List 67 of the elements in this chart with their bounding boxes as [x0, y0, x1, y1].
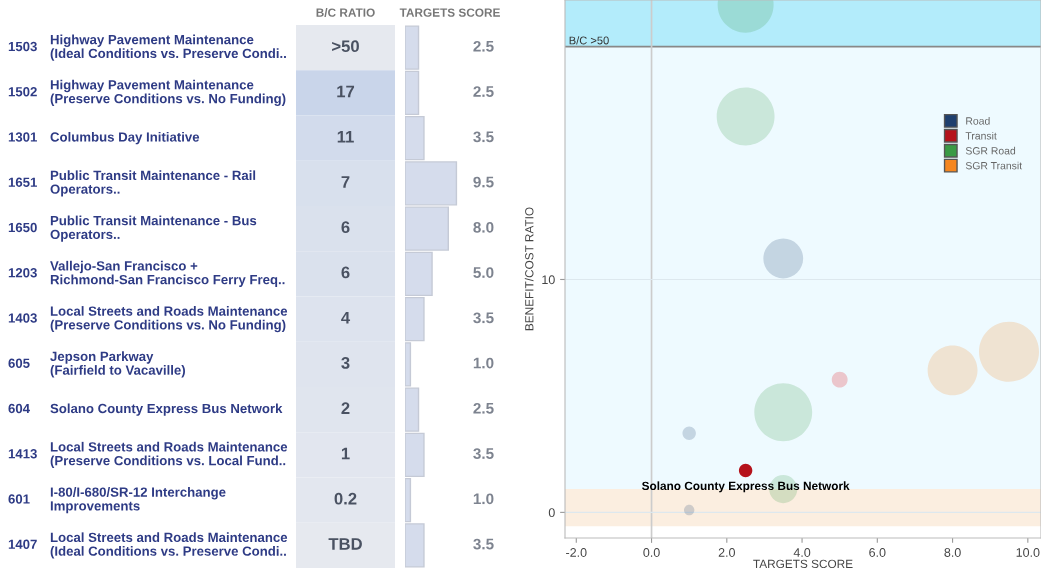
chart-title: B/C RATIO [316, 8, 375, 17]
legend-label: Transit [965, 131, 997, 140]
data-label: 3.5 [473, 538, 494, 550]
data-label: 7 [341, 176, 350, 188]
x-tick-label: 0.0 [643, 548, 660, 557]
x-tick-label: 6.0 [869, 548, 886, 557]
x-tick-label: 8.0 [944, 548, 961, 557]
text: >50 [332, 40, 359, 53]
data-label: 3.5 [473, 448, 494, 459]
y-tick-label: Jepson Parkway (Fairfield to Vacaville) [50, 351, 185, 378]
y-tick-label: Local Streets and Roads Maintenance (Preserve Conditions vs. Local Fund.. [50, 441, 288, 468]
y-axis-title: BENEFIT/COST RATIO [524, 207, 534, 331]
y-tick-label: Local Streets and Roads Maintenance (Preserve Conditions vs. No Funding) [50, 306, 288, 333]
data-label: 0.2 [334, 492, 357, 505]
data-label: 2.5 [473, 86, 494, 97]
data-label: 8.0 [473, 221, 494, 233]
data-label: 17 [337, 85, 355, 98]
y2-tick-label: 1503 [8, 41, 37, 52]
y2-tick-label: 1650 [8, 222, 37, 233]
x-tick-label: 10.0 [1016, 548, 1040, 557]
y-tick-label: Local Streets and Roads Maintenance (Ideal Conditions vs. Preserve Condi.. [50, 532, 288, 559]
data-label: 2.5 [473, 40, 494, 52]
x-axis-title: TARGETS SCORE [753, 559, 853, 569]
y-tick-label: Solano County Express Bus Network [50, 403, 283, 416]
ref-line-label: B/C >50 [569, 36, 609, 45]
y2-tick-label: 605 [8, 358, 30, 368]
y2-tick-label: 1651 [8, 177, 37, 187]
data-label: 5.0 [473, 267, 494, 278]
y2-tick-label: 1502 [8, 87, 37, 97]
y2-tick-label: 1203 [8, 268, 37, 278]
chart-title: TARGETS SCORE [399, 8, 500, 17]
y-tick-label: Vallejo-San Francisco + Richmond-San Francisco Ferry Freq.. [50, 260, 285, 287]
data-label: 6 [341, 221, 350, 234]
y-tick-label: Highway Pavement Maintenance (Ideal Conditions vs. Preserve Condi.. [50, 34, 286, 61]
data-label: 6 [341, 266, 350, 279]
y2-tick-label: 1413 [8, 449, 37, 459]
data-label: 11 [337, 130, 354, 143]
y-tick-label: Public Transit Maintenance - Rail Operators.. [50, 170, 256, 197]
data-label: 1 [341, 447, 350, 460]
text: TBD [328, 538, 362, 550]
x-tick-label: 2.0 [718, 548, 735, 557]
y2-tick-label: 604 [8, 403, 30, 414]
y-tick-label: 10 [542, 275, 555, 285]
data-label: 3.5 [473, 131, 494, 143]
annotation: Solano County Express Bus Network [641, 481, 850, 493]
data-label: 1.0 [473, 493, 494, 505]
data-label: 3.5 [473, 312, 494, 324]
legend-label: Road [966, 116, 990, 125]
data-label: 3 [341, 357, 350, 369]
data-label: 2 [341, 402, 350, 414]
data-label: 2.5 [473, 402, 494, 414]
y-tick-label: Columbus Day Initiative [50, 131, 200, 145]
y2-tick-label: 1403 [8, 313, 37, 323]
data-label: 9.5 [473, 176, 494, 188]
y2-tick-label: 601 [8, 494, 30, 504]
y-tick-label: Highway Pavement Maintenance (Preserve Conditions vs. No Funding) [50, 79, 286, 106]
legend-label: SGR Road [965, 146, 1016, 155]
y2-tick-label: 1301 [8, 132, 37, 142]
y-tick-label: Public Transit Maintenance - Bus Operators.. [50, 215, 257, 242]
y-tick-label: 0 [548, 508, 555, 518]
data-label: 1.0 [473, 357, 494, 369]
y2-tick-label: 1407 [8, 539, 37, 549]
x-tick-label: -2.0 [566, 548, 587, 557]
x-tick-label: 4.0 [793, 548, 811, 557]
y-tick-label: I-80/I-680/SR-12 Interchange Improvements [50, 487, 226, 514]
data-label: 4 [341, 311, 351, 324]
legend-label: SGR Transit [965, 161, 1023, 170]
